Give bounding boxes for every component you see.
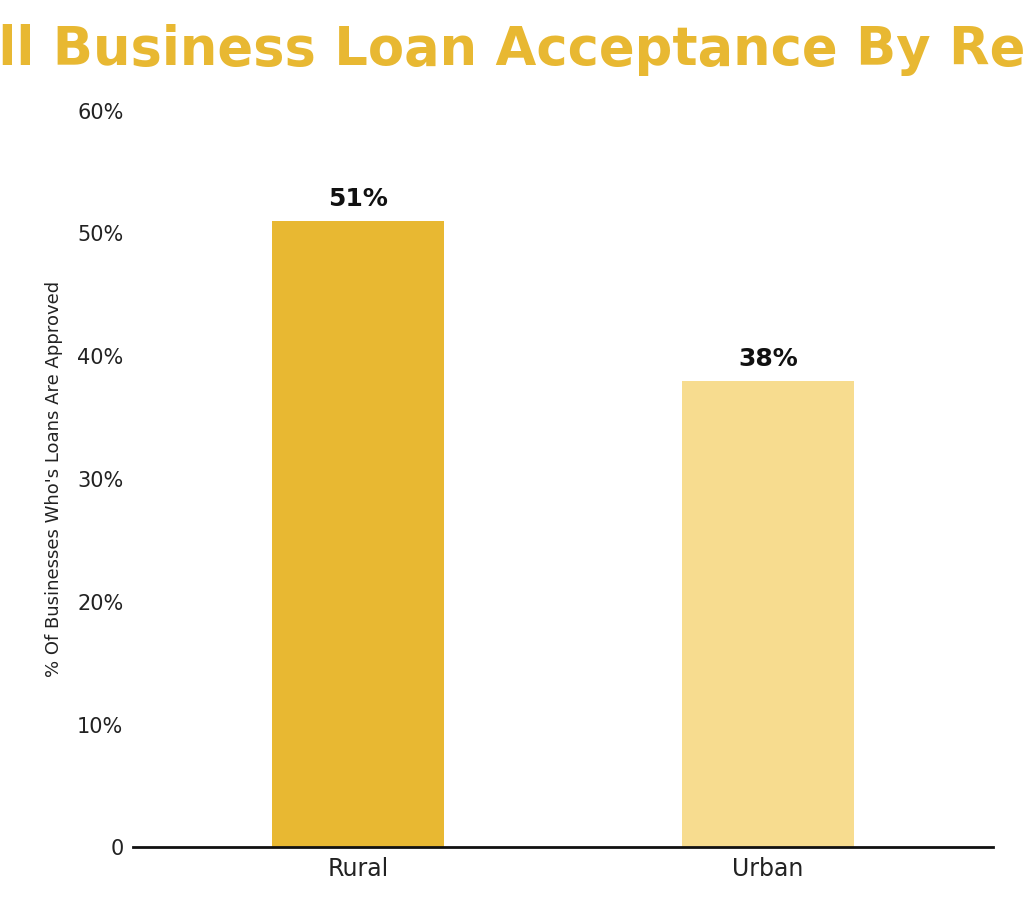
Y-axis label: % Of Businesses Who's Loans Are Approved: % Of Businesses Who's Loans Are Approved bbox=[45, 281, 63, 677]
Text: Small Business Loan Acceptance By Region: Small Business Loan Acceptance By Region bbox=[0, 24, 1024, 76]
Bar bbox=[272, 221, 444, 847]
Text: 51%: 51% bbox=[329, 187, 388, 211]
Bar bbox=[682, 380, 854, 847]
Text: 38%: 38% bbox=[738, 347, 798, 371]
